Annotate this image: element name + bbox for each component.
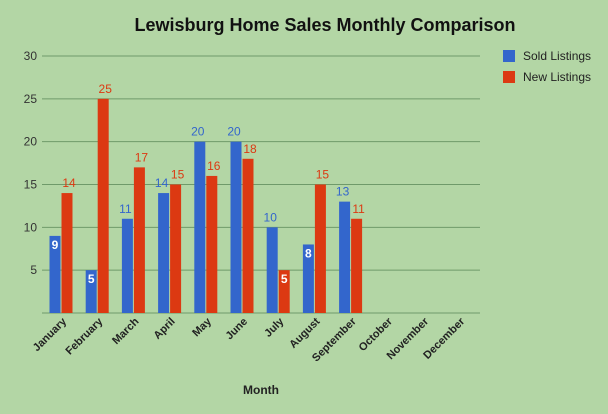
data-label: 20 bbox=[191, 125, 205, 139]
data-label: 11 bbox=[352, 202, 365, 216]
x-tick-label: August bbox=[287, 315, 323, 351]
data-label: 15 bbox=[171, 168, 185, 182]
bar bbox=[314, 184, 326, 313]
y-tick-label: 5 bbox=[30, 263, 37, 277]
bar bbox=[61, 193, 73, 313]
data-label: 10 bbox=[264, 210, 278, 224]
data-label: 5 bbox=[88, 272, 95, 286]
bar bbox=[302, 244, 314, 313]
y-tick-label: 15 bbox=[24, 178, 38, 192]
x-tick-label: February bbox=[64, 315, 106, 357]
legend-swatch bbox=[503, 71, 515, 83]
data-label: 11 bbox=[119, 202, 132, 216]
y-tick-label: 20 bbox=[24, 135, 38, 149]
bar bbox=[194, 141, 206, 313]
y-tick-label: 30 bbox=[24, 49, 38, 63]
bar bbox=[170, 184, 182, 313]
chart-title: Lewisburg Home Sales Monthly Comparison bbox=[134, 15, 515, 35]
bar bbox=[266, 227, 278, 313]
data-label: 5 bbox=[281, 272, 288, 286]
x-tick-label: May bbox=[190, 315, 214, 339]
y-axis: 5 10 15 20 25 30 bbox=[24, 49, 38, 277]
data-label: 9 bbox=[52, 238, 59, 252]
bar bbox=[278, 270, 290, 313]
bar bbox=[351, 218, 363, 313]
bar bbox=[49, 235, 61, 313]
bar bbox=[206, 175, 218, 313]
data-label: 14 bbox=[62, 176, 76, 190]
data-label: 14 bbox=[155, 176, 169, 190]
legend-label: New Listings bbox=[523, 70, 591, 84]
bar bbox=[121, 218, 133, 313]
x-tick-label: April bbox=[152, 316, 178, 342]
legend-swatch bbox=[503, 50, 515, 62]
data-label: 13 bbox=[336, 185, 350, 199]
x-tick-label: July bbox=[262, 315, 287, 340]
bar bbox=[230, 141, 242, 313]
gridlines bbox=[42, 55, 480, 314]
legend-label: Sold Listings bbox=[523, 49, 591, 63]
x-tick-label: June bbox=[223, 316, 250, 343]
x-axis-title: Month bbox=[243, 383, 279, 397]
bar bbox=[85, 270, 97, 313]
y-tick-label: 25 bbox=[24, 92, 38, 106]
y-tick-label: 10 bbox=[24, 220, 38, 234]
data-label: 17 bbox=[135, 150, 149, 164]
bar bbox=[158, 193, 170, 313]
data-label: 16 bbox=[207, 159, 221, 173]
bar bbox=[97, 98, 109, 313]
bar bbox=[242, 158, 254, 313]
data-label: 15 bbox=[316, 168, 330, 182]
bar bbox=[339, 201, 351, 313]
legend: Sold Listings New Listings bbox=[503, 49, 591, 84]
data-label: 25 bbox=[99, 82, 113, 96]
data-label: 20 bbox=[227, 125, 241, 139]
data-label: 8 bbox=[305, 246, 312, 260]
data-label: 18 bbox=[243, 142, 257, 156]
x-tick-label: March bbox=[110, 315, 142, 347]
bar bbox=[133, 167, 145, 313]
bars bbox=[49, 98, 363, 313]
